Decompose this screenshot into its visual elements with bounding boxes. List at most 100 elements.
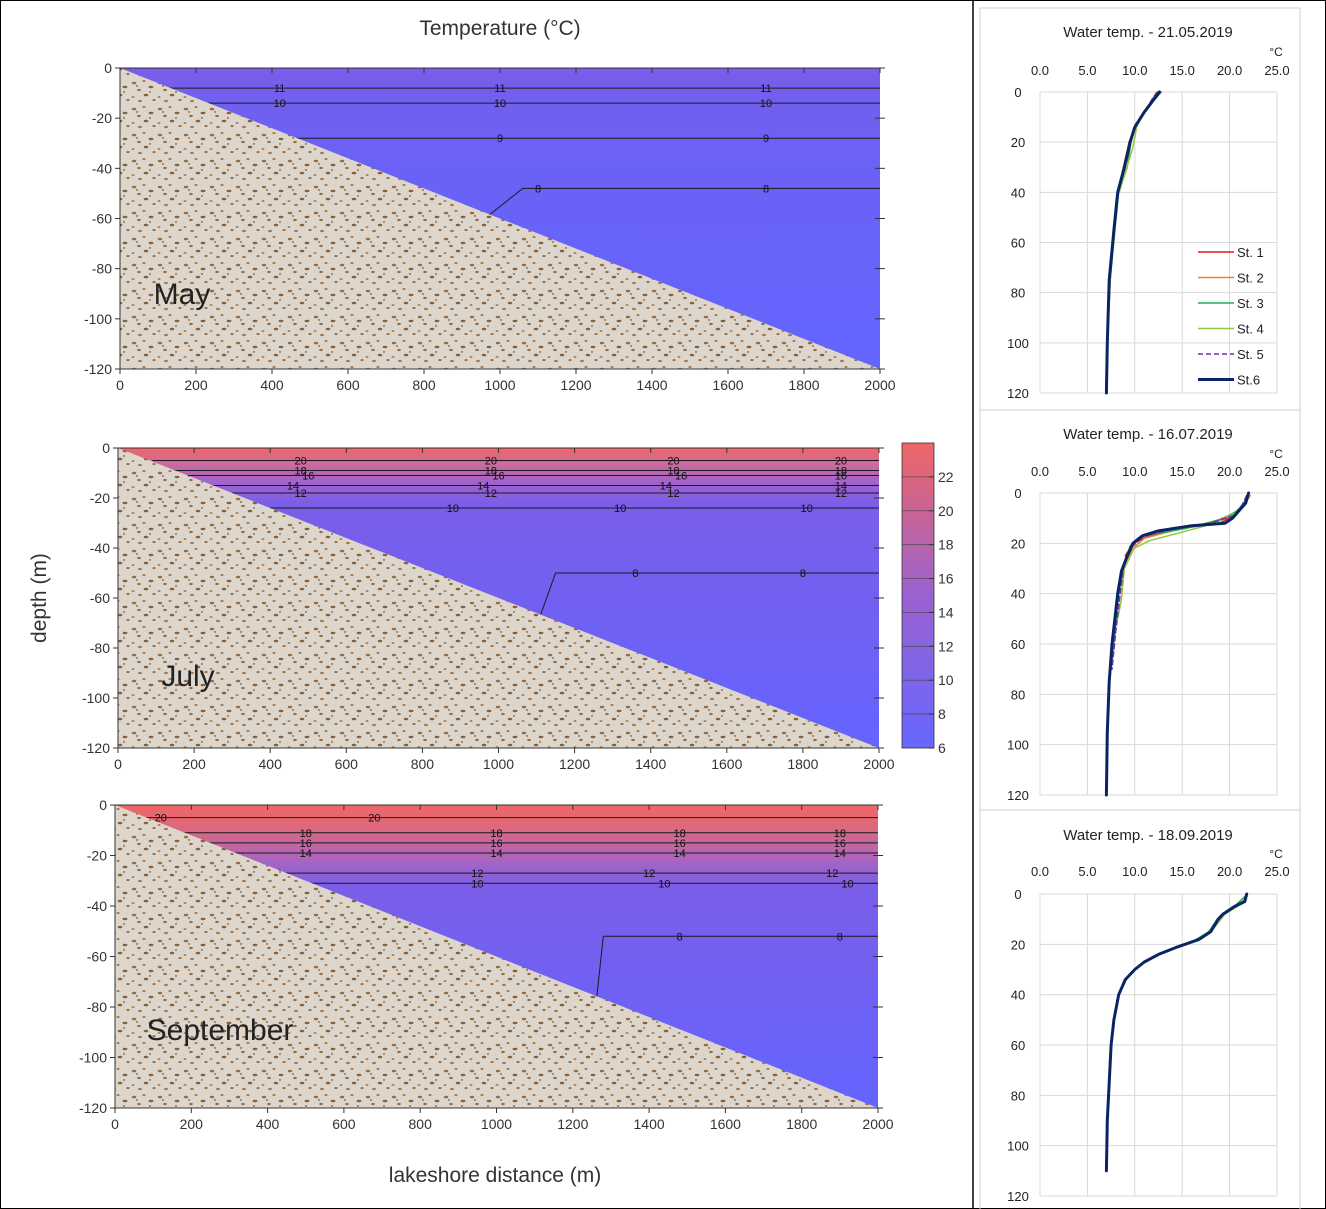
sediment-bed — [120, 68, 880, 369]
isotherm-label: 8 — [677, 931, 683, 943]
isotherm-label: 8 — [632, 568, 638, 580]
colorbar-tick-label: 14 — [938, 604, 954, 620]
y-tick-label: -80 — [92, 261, 112, 277]
profile-y-tick-label: 40 — [1011, 185, 1025, 200]
profile-y-tick-label: 20 — [1011, 536, 1025, 551]
isotherm-label: 10 — [760, 98, 772, 110]
isotherm-label: 10 — [841, 878, 853, 890]
isotherm-label: 10 — [273, 98, 285, 110]
y-tick-label: -40 — [92, 160, 112, 176]
isotherm-label: 8 — [535, 183, 541, 195]
y-tick-label: -100 — [79, 1050, 107, 1066]
legend-label: St. 2 — [1237, 271, 1264, 286]
y-tick-label: -60 — [87, 949, 107, 965]
y-tick-label: -40 — [90, 540, 110, 556]
y-tick-label: -80 — [90, 640, 110, 656]
isotherm-label: 16 — [835, 471, 847, 483]
x-tick-label: 1600 — [712, 377, 743, 393]
colorbar-tick-label: 16 — [938, 571, 954, 587]
profile-x-tick-label: 25.0 — [1264, 464, 1289, 479]
isotherm-label: 16 — [492, 471, 504, 483]
x-tick-label: 800 — [409, 1116, 433, 1132]
isotherm-8 — [484, 187, 880, 219]
x-tick-label: 1000 — [483, 756, 514, 772]
temperature-profiles: Water temp. - 21.05.2019 °C 0.0 5.0 10.0 15.0… — [1007, 24, 1290, 1204]
profile-y-tick-label: 0 — [1014, 486, 1021, 501]
profile-series-line — [1104, 892, 1249, 1173]
profile-x-tick-label: 5.0 — [1078, 864, 1096, 879]
isotherm-label: 20 — [295, 456, 307, 468]
y-tick-label: -20 — [90, 490, 110, 506]
x-tick-label: 0 — [116, 377, 124, 393]
x-tick-label: 1600 — [711, 756, 742, 772]
isotherm-8 — [539, 572, 879, 616]
legend-label: St. 5 — [1237, 347, 1264, 362]
isotherm-label: 18 — [834, 828, 846, 840]
isotherm-label: 10 — [614, 503, 626, 515]
profile-y-tick-label: 20 — [1011, 135, 1025, 150]
isotherm-label: 20 — [835, 456, 847, 468]
profile-y-tick-label: 0 — [1014, 887, 1021, 902]
isotherm-label: 16 — [834, 838, 846, 850]
profile-y-tick-label: 40 — [1011, 988, 1025, 1003]
isotherm-8 — [595, 935, 878, 1008]
heatmap-may: 1111111010109998802004006008001000120014… — [84, 60, 896, 393]
legend-label: St. 3 — [1237, 296, 1264, 311]
y-tick-label: -20 — [92, 110, 112, 126]
x-tick-label: 200 — [182, 756, 206, 772]
heatmap-september: 2020181818181616161614141414121212121010… — [79, 797, 894, 1132]
temperature-sections: 1111111010109998802004006008001000120014… — [79, 60, 896, 1132]
profile-chart-2: Water temp. - 16.07.2019 °C 0.0 5.0 10.0 15.0… — [1007, 426, 1290, 803]
isotherm-label: 20 — [155, 813, 167, 825]
isotherm-label: 16 — [673, 838, 685, 850]
x-tick-label: 200 — [180, 1116, 204, 1132]
colorbar-tick-label: 22 — [938, 469, 954, 485]
profile-unit: °C — [1269, 847, 1283, 861]
profile-x-tick-label: 15.0 — [1170, 464, 1195, 479]
legend-label: St. 4 — [1237, 322, 1264, 337]
profile-series-line — [1104, 90, 1161, 395]
colorbar: 6 8 10 12 14 16 18 20 22 — [901, 442, 954, 756]
profile-title: Water temp. - 16.07.2019 — [1063, 426, 1233, 443]
colorbar-tick-label: 8 — [938, 706, 946, 722]
y-tick-label: 0 — [102, 440, 110, 456]
isotherm-label: 10 — [494, 98, 506, 110]
x-tick-label: 800 — [411, 756, 435, 772]
isotherm-label: 8 — [800, 568, 806, 580]
isotherm-label: 18 — [835, 466, 847, 478]
isotherm-label: 12 — [295, 488, 307, 500]
x-tick-label: 400 — [256, 1116, 280, 1132]
isotherm-label: 9 — [763, 133, 769, 145]
profile-x-tick-label: 10.0 — [1122, 464, 1147, 479]
y-tick-label: -120 — [84, 361, 112, 377]
profile-chart-3: Water temp. - 18.09.2019 °C 0.0 5.0 10.0 15.0… — [1007, 827, 1290, 1204]
isotherm-label: 18 — [295, 466, 307, 478]
profile-series-line — [1104, 491, 1251, 797]
y-tick-label: -80 — [87, 999, 107, 1015]
x-tick-label: 2000 — [863, 756, 894, 772]
profile-y-tick-label: 120 — [1007, 788, 1029, 803]
left-ylabel: depth (m) — [28, 553, 51, 643]
isotherm-label: 12 — [643, 868, 655, 880]
profile-legend: St. 1 St. 2 St. 3 St. 4 St. 5 St.6 — [1198, 245, 1264, 388]
profile-y-tick-label: 0 — [1014, 85, 1021, 100]
colorbar-tick-label: 10 — [938, 672, 954, 688]
legend-label: St.6 — [1237, 373, 1260, 388]
profile-y-tick-label: 80 — [1011, 1088, 1025, 1103]
profile-y-tick-label: 80 — [1011, 687, 1025, 702]
isotherm-label: 10 — [801, 503, 813, 515]
isotherm-label: 11 — [760, 83, 771, 95]
isotherm-label: 8 — [763, 183, 769, 195]
isotherm-label: 14 — [490, 848, 502, 860]
profile-x-tick-label: 25.0 — [1264, 63, 1289, 78]
isotherm-label: 12 — [835, 488, 847, 500]
isotherm-label: 12 — [667, 488, 679, 500]
colorbar-tick-label: 12 — [938, 638, 954, 654]
profile-x-tick-label: 20.0 — [1217, 464, 1242, 479]
x-tick-label: 600 — [332, 1116, 356, 1132]
profile-y-tick-label: 60 — [1011, 1038, 1025, 1053]
x-tick-label: 200 — [184, 377, 208, 393]
colorbar-tick-label: 20 — [938, 503, 954, 519]
profile-title: Water temp. - 18.09.2019 — [1063, 827, 1233, 844]
